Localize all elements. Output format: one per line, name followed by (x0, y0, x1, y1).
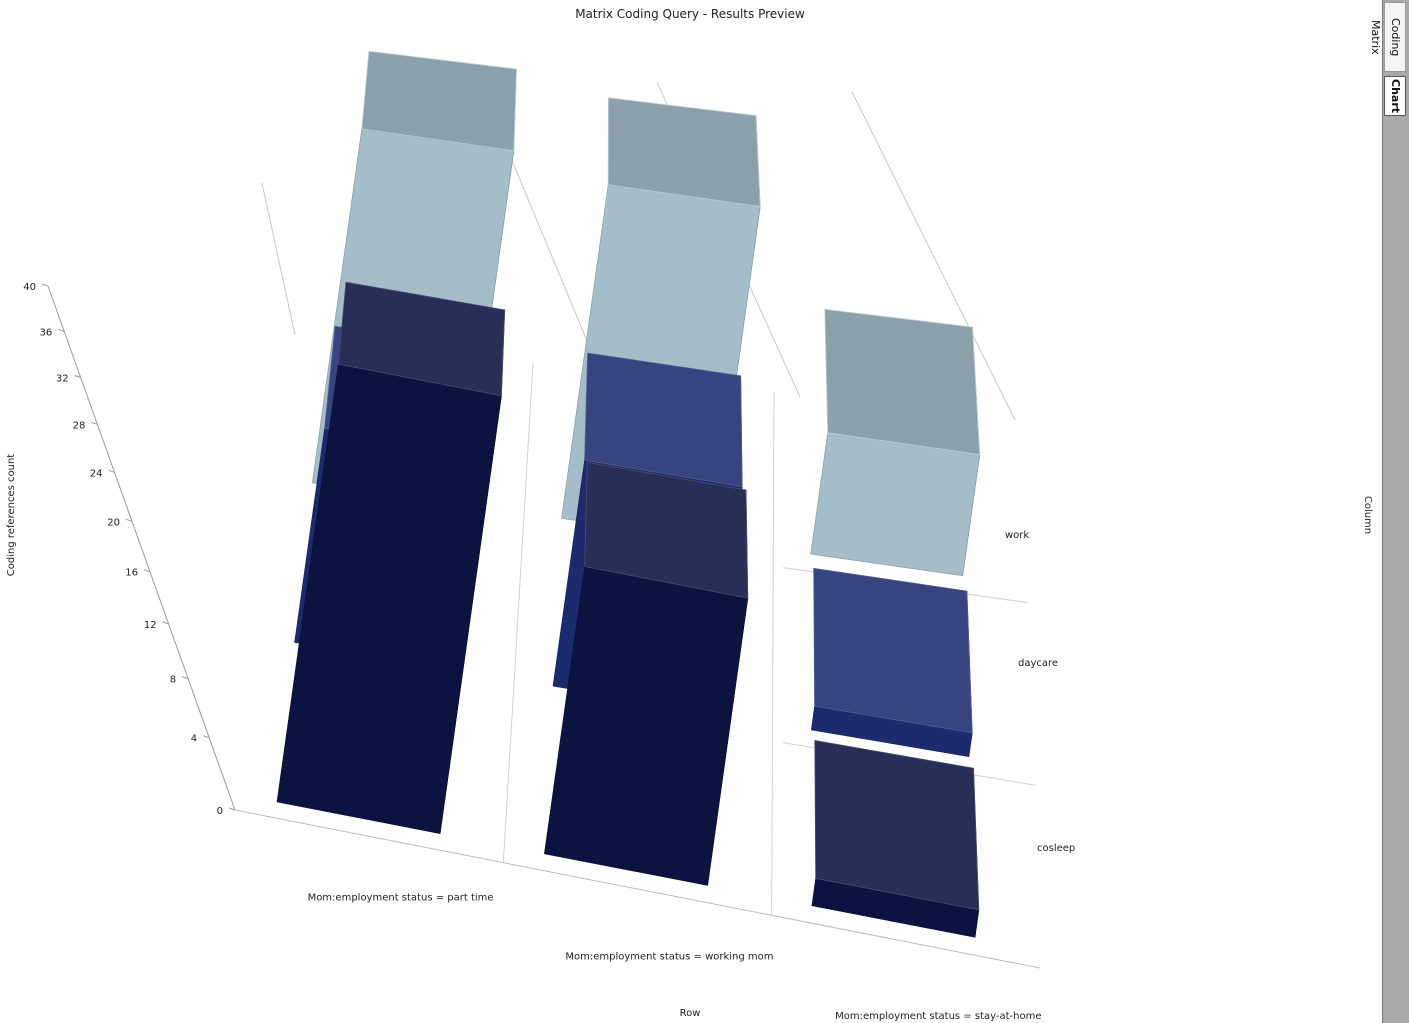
y-tick (228, 807, 236, 811)
view-tab-strip: Coding Matrix Chart (1369, 0, 1409, 1023)
wall-gridline (851, 91, 1016, 421)
bar-cosleep-1 (544, 461, 749, 886)
bar-daycare-2 (810, 567, 973, 757)
floor-row-divider (771, 391, 775, 916)
y-tick-label: 20 (107, 517, 120, 528)
y-tick-label: 4 (191, 734, 197, 745)
tab-coding-matrix[interactable]: Coding Matrix (1369, 2, 1406, 72)
y-tick-label: 16 (125, 568, 138, 579)
tab-chart[interactable]: Chart (1384, 76, 1406, 116)
x-axis-title: Row (680, 1008, 701, 1019)
y-tick-label: 40 (23, 282, 36, 293)
y-tick (203, 735, 210, 739)
row-label: Mom:employment status = stay-at-home (835, 1011, 1041, 1022)
row-label: Mom:employment status = part time (308, 892, 494, 903)
y-tick-label: 12 (144, 620, 157, 631)
y-tick-label: 32 (56, 373, 69, 384)
y-tick (125, 518, 133, 522)
y-axis-line (47, 285, 236, 811)
z-axis-title: Column (1362, 496, 1373, 534)
y-tick-label: 28 (73, 420, 86, 431)
y-tick (91, 421, 98, 425)
bar-work-2 (810, 308, 981, 577)
y-tick (58, 328, 65, 332)
y-tick (143, 569, 151, 573)
y-tick (74, 375, 81, 378)
y-tick (41, 283, 49, 287)
y-tick (162, 621, 169, 625)
y-tick (181, 676, 189, 680)
floor-row-divider (502, 363, 534, 863)
matrix-3d-column-chart: 0 4 8 12 16 20 24 28 32 36 40 Mom:employment status… (6, 7, 1373, 1022)
row-label: Mom:employment status = working mom (565, 952, 773, 963)
bar-cosleep-2 (811, 740, 980, 938)
wall-gridline (261, 182, 296, 336)
floor-front-edge (234, 809, 1041, 969)
y-tick (108, 469, 115, 473)
bar-cosleep-0 (276, 281, 506, 834)
chart-title: Matrix Coding Query - Results Preview (575, 7, 805, 21)
y-tick-label: 24 (90, 468, 103, 479)
column-label: daycare (1018, 658, 1058, 669)
y-tick-label: 36 (39, 327, 52, 338)
column-label: cosleep (1037, 843, 1075, 854)
chart-area: 0 4 8 12 16 20 24 28 32 36 40 Mom:employment status… (6, 7, 1373, 1022)
y-tick-label: 0 (217, 806, 223, 817)
column-label: work (1005, 530, 1029, 541)
y-tick-label: 8 (170, 675, 176, 686)
y-axis-title: Coding references count (6, 454, 17, 577)
